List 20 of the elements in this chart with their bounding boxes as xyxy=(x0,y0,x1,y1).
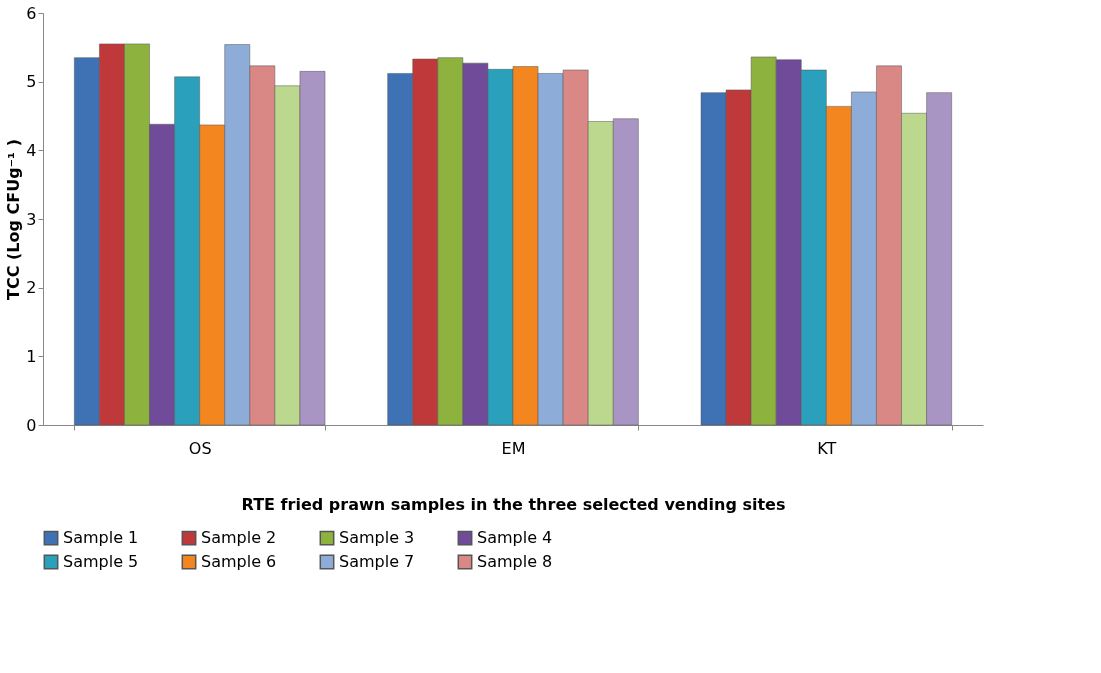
y-tick-label: 0 xyxy=(26,415,37,435)
legend-label: Sample 3 xyxy=(339,528,415,548)
y-tick-label: 5 xyxy=(26,72,37,92)
y-tick-label: 2 xyxy=(26,278,37,298)
x-axis-title: RTE fried prawn samples in the three selected vending sites xyxy=(241,494,786,514)
legend-label: Sample 6 xyxy=(201,552,277,571)
x-tick-label: OS xyxy=(188,438,212,458)
legend-label: Sample 4 xyxy=(477,528,553,548)
x-tick-label: KT xyxy=(817,438,837,458)
legend-label: Sample 2 xyxy=(201,528,277,548)
legend-label: Sample 5 xyxy=(63,552,139,571)
y-tick-label: 4 xyxy=(26,140,37,160)
legend-label: Sample 1 xyxy=(63,528,139,548)
y-axis-title: TCC (Log CFUg⁻¹ ) xyxy=(4,139,24,300)
legend-label: Sample 7 xyxy=(339,552,415,571)
y-tick-label: 6 xyxy=(26,3,37,23)
x-tick-label: EM xyxy=(501,438,526,458)
legend-label: Sample 8 xyxy=(477,552,553,571)
y-tick-label: 3 xyxy=(26,209,37,229)
y-tick-label: 1 xyxy=(26,346,37,366)
